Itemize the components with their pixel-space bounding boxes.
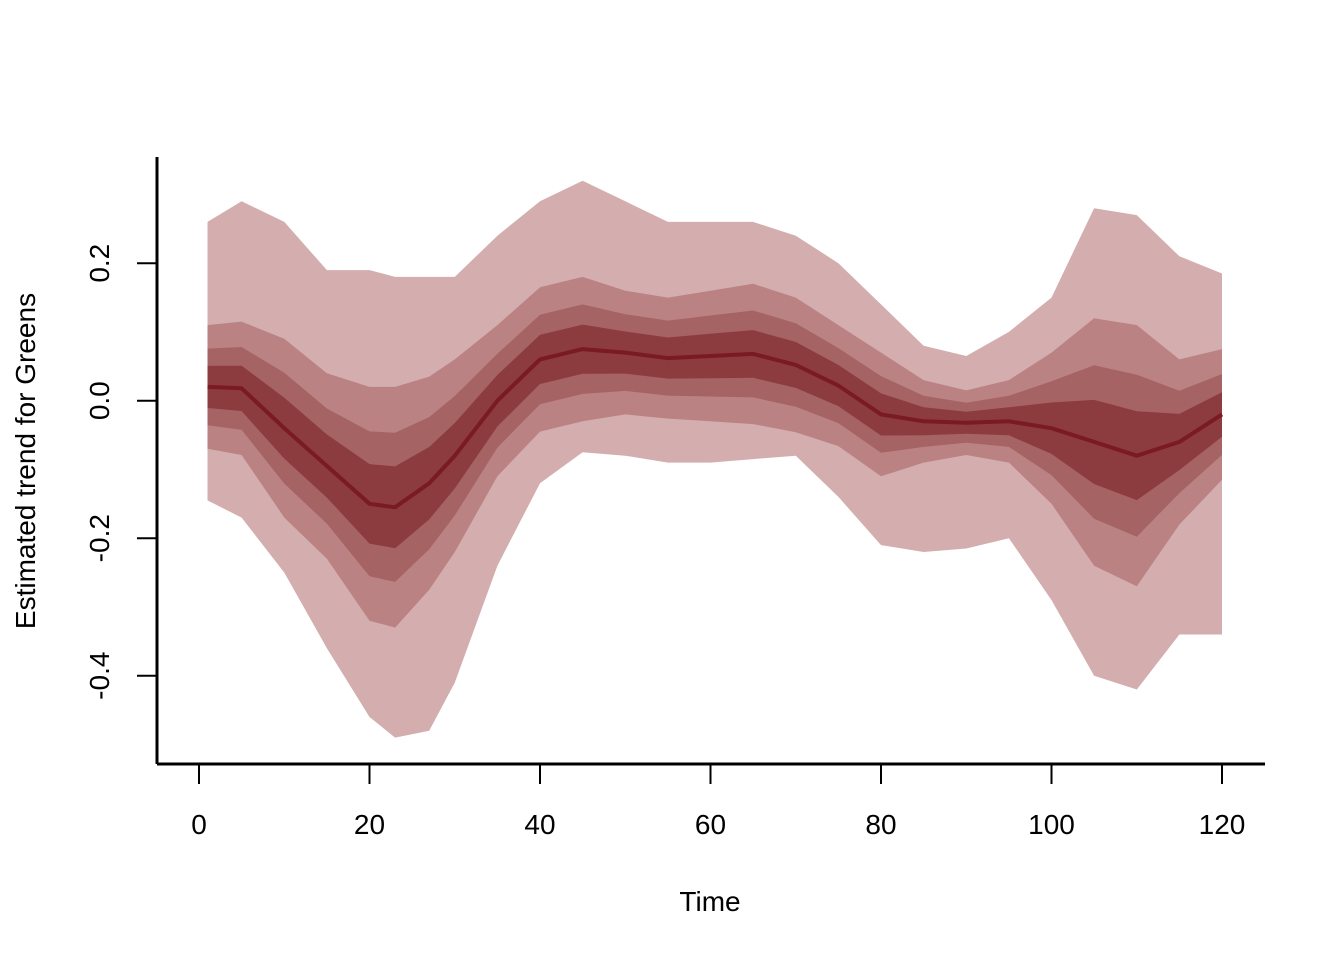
y-tick-label: 0.2 bbox=[84, 244, 115, 283]
y-axis-title: Estimated trend for Greens bbox=[10, 293, 41, 629]
x-tick-label: 80 bbox=[865, 809, 896, 840]
y-axis-ticks: -0.4 -0.2 0.0 0.2 bbox=[84, 244, 157, 700]
band-80 bbox=[207, 276, 1222, 628]
y-tick-label: -0.4 bbox=[84, 652, 115, 700]
x-tick-label: 120 bbox=[1199, 809, 1246, 840]
x-axis-title: Time bbox=[679, 886, 740, 917]
x-tick-label: 60 bbox=[695, 809, 726, 840]
y-tick-label: 0.0 bbox=[84, 381, 115, 420]
band-95 bbox=[207, 180, 1222, 738]
credible-bands bbox=[207, 180, 1222, 738]
x-tick-label: 100 bbox=[1028, 809, 1075, 840]
x-tick-label: 0 bbox=[191, 809, 207, 840]
x-axis-ticks: 0 20 40 60 80 100 120 bbox=[191, 764, 1245, 840]
band-40 bbox=[207, 324, 1222, 549]
median-series bbox=[207, 347, 1224, 510]
y-tick-label: -0.2 bbox=[84, 514, 115, 562]
median-line bbox=[207, 347, 1224, 510]
x-tick-label: 40 bbox=[524, 809, 555, 840]
axes: 0 20 40 60 80 100 120 -0.4 -0.2 0.0 0.2 bbox=[84, 157, 1265, 840]
x-tick-label: 20 bbox=[354, 809, 385, 840]
